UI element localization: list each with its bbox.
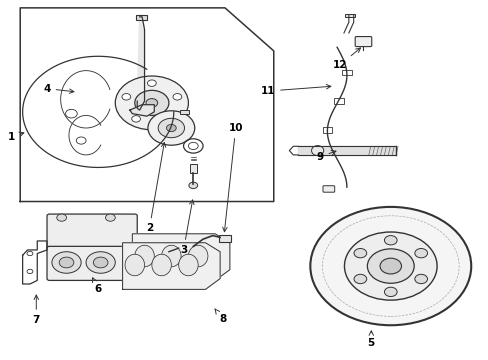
Circle shape: [148, 111, 194, 145]
Bar: [136, 15, 147, 21]
Text: 5: 5: [367, 331, 374, 348]
FancyBboxPatch shape: [47, 214, 137, 252]
Ellipse shape: [125, 254, 144, 276]
Circle shape: [57, 214, 66, 221]
Circle shape: [344, 232, 436, 300]
Circle shape: [188, 182, 197, 189]
Circle shape: [52, 252, 81, 273]
Circle shape: [310, 207, 470, 325]
Circle shape: [353, 248, 366, 258]
Circle shape: [105, 214, 115, 221]
Bar: [341, 69, 351, 75]
Bar: [322, 127, 332, 133]
Circle shape: [146, 99, 158, 107]
Bar: [218, 234, 230, 242]
Text: 12: 12: [332, 48, 360, 70]
Circle shape: [353, 274, 366, 284]
Text: 2: 2: [145, 143, 165, 233]
Text: 6: 6: [92, 278, 102, 294]
Text: 10: 10: [222, 123, 243, 232]
Bar: [180, 110, 188, 114]
Circle shape: [173, 94, 182, 100]
Text: 7: 7: [33, 295, 40, 325]
Circle shape: [122, 94, 130, 100]
Ellipse shape: [152, 254, 171, 276]
Circle shape: [414, 248, 427, 258]
Circle shape: [131, 116, 140, 122]
Text: 9: 9: [316, 150, 335, 162]
FancyBboxPatch shape: [323, 186, 334, 192]
Polygon shape: [137, 17, 144, 110]
Polygon shape: [122, 243, 220, 289]
FancyBboxPatch shape: [354, 37, 371, 46]
FancyBboxPatch shape: [47, 246, 137, 280]
Circle shape: [86, 252, 115, 273]
Circle shape: [166, 125, 176, 132]
Text: 4: 4: [43, 84, 74, 94]
Circle shape: [414, 274, 427, 284]
Circle shape: [158, 118, 184, 138]
Ellipse shape: [311, 145, 323, 156]
Polygon shape: [130, 105, 154, 116]
Ellipse shape: [161, 245, 181, 267]
Circle shape: [135, 90, 168, 116]
Ellipse shape: [135, 245, 154, 267]
Text: 8: 8: [214, 309, 226, 324]
Text: 11: 11: [260, 85, 330, 96]
Bar: [189, 164, 197, 173]
Text: 3: 3: [180, 200, 194, 255]
Circle shape: [366, 249, 413, 283]
Bar: [344, 14, 354, 17]
Ellipse shape: [188, 245, 207, 267]
Polygon shape: [132, 234, 229, 280]
Circle shape: [384, 287, 396, 297]
Text: 1: 1: [8, 132, 24, 142]
Circle shape: [147, 80, 156, 86]
Ellipse shape: [175, 244, 197, 252]
Ellipse shape: [178, 254, 198, 276]
Circle shape: [379, 258, 401, 274]
Circle shape: [384, 235, 396, 245]
Circle shape: [163, 116, 172, 122]
Bar: [333, 98, 343, 104]
Circle shape: [93, 257, 108, 268]
Circle shape: [59, 257, 74, 268]
Circle shape: [163, 249, 171, 255]
Circle shape: [115, 76, 188, 130]
